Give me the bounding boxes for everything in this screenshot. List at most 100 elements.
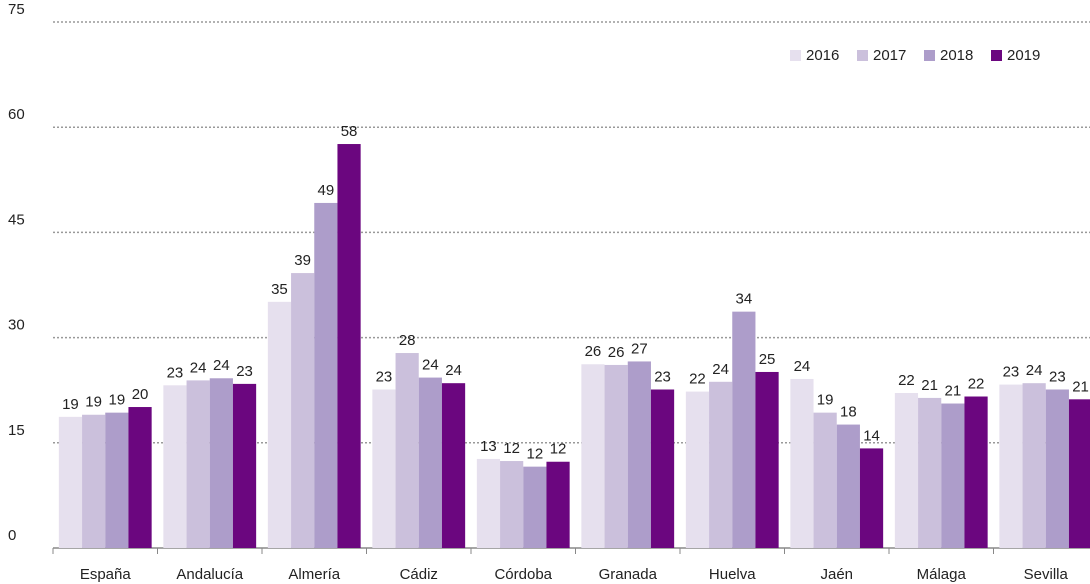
- bar: [128, 407, 152, 548]
- bar: [58, 416, 83, 548]
- data-label: 26: [608, 344, 625, 361]
- y-tick-label: 45: [8, 211, 25, 228]
- data-label: 28: [399, 332, 416, 349]
- legend-label: 2018: [940, 47, 973, 64]
- bar: [709, 381, 733, 548]
- bar: [918, 397, 942, 548]
- data-label: 13: [480, 438, 497, 455]
- data-label: 23: [376, 368, 393, 385]
- x-tick-label: Huelva: [709, 566, 756, 583]
- legend-swatch: [991, 50, 1002, 61]
- y-tick-label: 60: [8, 106, 25, 123]
- legend-label: 2019: [1007, 47, 1040, 64]
- x-tick-label: Málaga: [917, 566, 967, 583]
- y-tick-label: 15: [8, 422, 25, 439]
- bar: [500, 461, 524, 548]
- data-label: 14: [863, 427, 880, 444]
- data-label: 12: [527, 446, 544, 463]
- y-tick-label: 75: [8, 1, 25, 18]
- bar: [372, 389, 396, 548]
- legend-label: 2016: [806, 47, 839, 64]
- bar: [627, 361, 651, 548]
- data-label: 21: [921, 377, 938, 394]
- data-label: 19: [85, 394, 102, 411]
- bar: [546, 461, 570, 548]
- data-label: 22: [898, 372, 915, 389]
- bar: [523, 466, 547, 548]
- bar: [999, 384, 1023, 548]
- bar: [650, 389, 675, 548]
- data-label: 22: [689, 371, 706, 388]
- x-tick-label: Granada: [599, 566, 658, 583]
- data-label: 34: [736, 291, 753, 308]
- bar: [755, 371, 779, 548]
- data-label: 58: [341, 123, 358, 140]
- data-label: 12: [550, 441, 567, 458]
- x-tick-label: Sevilla: [1024, 566, 1069, 583]
- bar: [836, 424, 860, 548]
- data-label: 26: [585, 343, 602, 360]
- data-label: 23: [167, 364, 184, 381]
- bar: [685, 391, 710, 548]
- bar: [209, 378, 233, 548]
- bar: [604, 364, 628, 548]
- bar: [790, 378, 814, 548]
- data-label: 20: [132, 386, 149, 403]
- data-label: 21: [1072, 378, 1089, 395]
- data-label: 24: [213, 357, 230, 374]
- data-label: 27: [631, 340, 648, 357]
- bar: [186, 380, 210, 548]
- x-tick-label: Jaén: [820, 566, 853, 583]
- x-tick-label: España: [80, 566, 132, 583]
- data-label: 23: [654, 368, 671, 385]
- bar: [314, 202, 338, 548]
- y-tick-label: 30: [8, 317, 25, 334]
- data-label: 24: [794, 358, 811, 375]
- data-label: 19: [62, 396, 79, 413]
- data-label: 24: [1026, 362, 1043, 379]
- bar: [1068, 399, 1090, 548]
- data-label: 39: [294, 252, 311, 269]
- legend-swatch: [857, 50, 868, 61]
- y-tick-label: 0: [8, 527, 16, 544]
- data-label: 24: [712, 361, 729, 378]
- legend-label: 2017: [873, 47, 906, 64]
- x-tick-label: Andalucía: [176, 566, 243, 583]
- bar: [732, 311, 756, 548]
- data-label: 21: [945, 382, 962, 399]
- data-label: 12: [503, 440, 520, 457]
- bar: [581, 364, 605, 548]
- bar: [1022, 383, 1046, 548]
- data-label: 49: [318, 182, 335, 199]
- legend-swatch: [924, 50, 935, 61]
- data-label: 19: [817, 392, 834, 409]
- bar: [105, 412, 129, 548]
- legend-swatch: [790, 50, 801, 61]
- data-label: 23: [236, 363, 253, 380]
- data-label: 23: [1049, 368, 1066, 385]
- data-label: 25: [759, 351, 776, 368]
- bar: [337, 144, 361, 549]
- data-label: 23: [1003, 364, 1020, 381]
- data-label: 19: [109, 392, 126, 409]
- data-label: 18: [840, 404, 857, 421]
- data-label: 24: [422, 357, 439, 374]
- x-tick-label: Cádiz: [400, 566, 438, 583]
- bar: [82, 414, 106, 548]
- bar: [859, 448, 884, 548]
- data-label: 24: [445, 362, 462, 379]
- bar: [441, 383, 466, 548]
- bar: [476, 458, 501, 548]
- data-label: 22: [968, 375, 985, 392]
- bar: [418, 377, 442, 548]
- bar: [163, 385, 187, 548]
- bar: [395, 353, 419, 548]
- bar: [964, 396, 988, 548]
- data-label: 35: [271, 281, 288, 298]
- bar: [894, 393, 919, 548]
- bar: [813, 412, 837, 548]
- bar: [1045, 389, 1069, 548]
- data-label: 24: [190, 359, 207, 376]
- bar: [291, 273, 315, 548]
